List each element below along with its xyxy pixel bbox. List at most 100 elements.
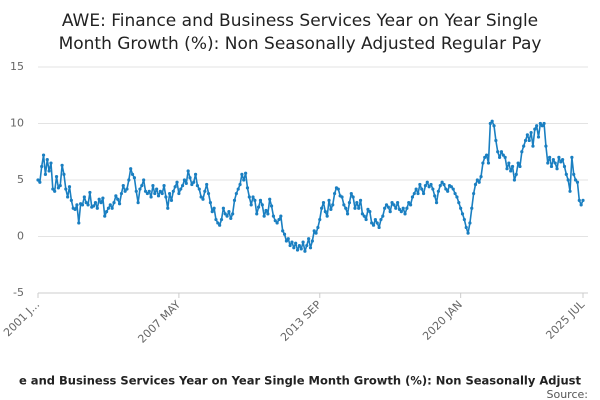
data-point: [416, 191, 420, 196]
data-point: [212, 206, 216, 210]
data-point: [568, 189, 572, 193]
x-tick-label: 2013 SEP: [278, 298, 324, 344]
data-point: [466, 231, 470, 235]
data-point: [414, 187, 418, 191]
data-point: [93, 201, 98, 205]
data-point: [155, 187, 159, 191]
data-point: [173, 185, 177, 189]
data-point: [258, 198, 263, 202]
data-point: [67, 185, 72, 189]
data-point: [182, 178, 187, 182]
data-point: [199, 195, 203, 199]
data-point: [166, 206, 170, 210]
x-tick-label: 2001 J...: [1, 298, 42, 339]
data-point: [86, 203, 90, 207]
data-point: [238, 182, 242, 187]
data-point: [434, 201, 439, 205]
data-point: [268, 197, 272, 201]
data-point: [494, 138, 498, 143]
data-point: [205, 182, 209, 187]
data-point: [269, 204, 274, 208]
data-point: [231, 212, 235, 216]
data-point: [301, 240, 305, 244]
data-point: [190, 182, 194, 187]
data-point: [355, 201, 359, 205]
data-point: [75, 203, 79, 207]
data-point: [149, 195, 153, 199]
data-point: [542, 121, 546, 126]
data-point: [483, 155, 487, 159]
data-point: [179, 187, 183, 191]
data-point: [242, 178, 246, 182]
data-point: [514, 172, 518, 176]
data-point: [394, 206, 398, 210]
data-point: [388, 210, 392, 214]
data-point: [193, 172, 198, 176]
data-point: [92, 204, 96, 208]
data-point: [99, 201, 103, 205]
data-point: [219, 217, 224, 222]
data-point: [468, 221, 472, 225]
data-point: [227, 210, 231, 214]
data-point: [345, 212, 350, 216]
data-point: [358, 198, 363, 202]
data-point: [518, 164, 522, 169]
data-point: [292, 246, 296, 250]
data-point: [497, 155, 502, 159]
data-point: [305, 243, 309, 248]
series-line: [37, 120, 584, 252]
data-point: [405, 206, 409, 210]
data-point: [342, 203, 346, 207]
data-point: [47, 169, 51, 173]
chart-title: Month Growth (%): Non Seasonally Adjuste…: [59, 34, 542, 54]
source: Source:: [547, 388, 589, 400]
data-point: [540, 124, 544, 128]
data-point: [462, 217, 466, 222]
data-point: [260, 203, 264, 207]
data-point: [573, 178, 578, 182]
data-point: [325, 214, 329, 218]
data-point: [66, 195, 70, 199]
data-point: [123, 189, 127, 193]
data-point: [175, 180, 179, 184]
data-point: [486, 161, 491, 165]
data-point: [36, 178, 40, 182]
data-point: [264, 208, 268, 213]
data-point: [299, 247, 303, 251]
data-point: [236, 187, 240, 191]
data-point: [327, 198, 331, 202]
data-point: [442, 182, 446, 187]
data-point: [384, 203, 389, 207]
x-tick-label: 2025 JUL: [543, 297, 587, 341]
data-point: [251, 195, 255, 199]
x-tick-label: 2020 JAN: [420, 298, 465, 343]
data-point: [501, 153, 505, 157]
data-point: [132, 176, 136, 180]
data-point: [221, 206, 225, 210]
data-point: [536, 135, 541, 139]
data-point: [108, 203, 112, 207]
data-point: [336, 187, 340, 191]
data-point: [153, 191, 157, 196]
data-point: [403, 212, 407, 216]
data-point: [249, 203, 253, 207]
data-point: [244, 171, 248, 175]
data-point: [499, 150, 504, 154]
data-point: [218, 223, 222, 227]
data-point: [168, 191, 172, 196]
data-point: [535, 124, 539, 128]
data-point: [477, 180, 481, 184]
data-point: [538, 121, 542, 126]
data-point: [349, 191, 353, 196]
data-point: [255, 212, 259, 216]
data-point: [312, 229, 316, 233]
data-point: [366, 207, 370, 211]
data-point: [512, 178, 517, 182]
data-point: [58, 184, 62, 188]
data-point: [557, 155, 561, 159]
data-point: [104, 210, 109, 214]
data-point: [364, 217, 368, 222]
data-point: [69, 198, 73, 202]
data-point: [379, 217, 383, 222]
data-point: [423, 184, 428, 188]
